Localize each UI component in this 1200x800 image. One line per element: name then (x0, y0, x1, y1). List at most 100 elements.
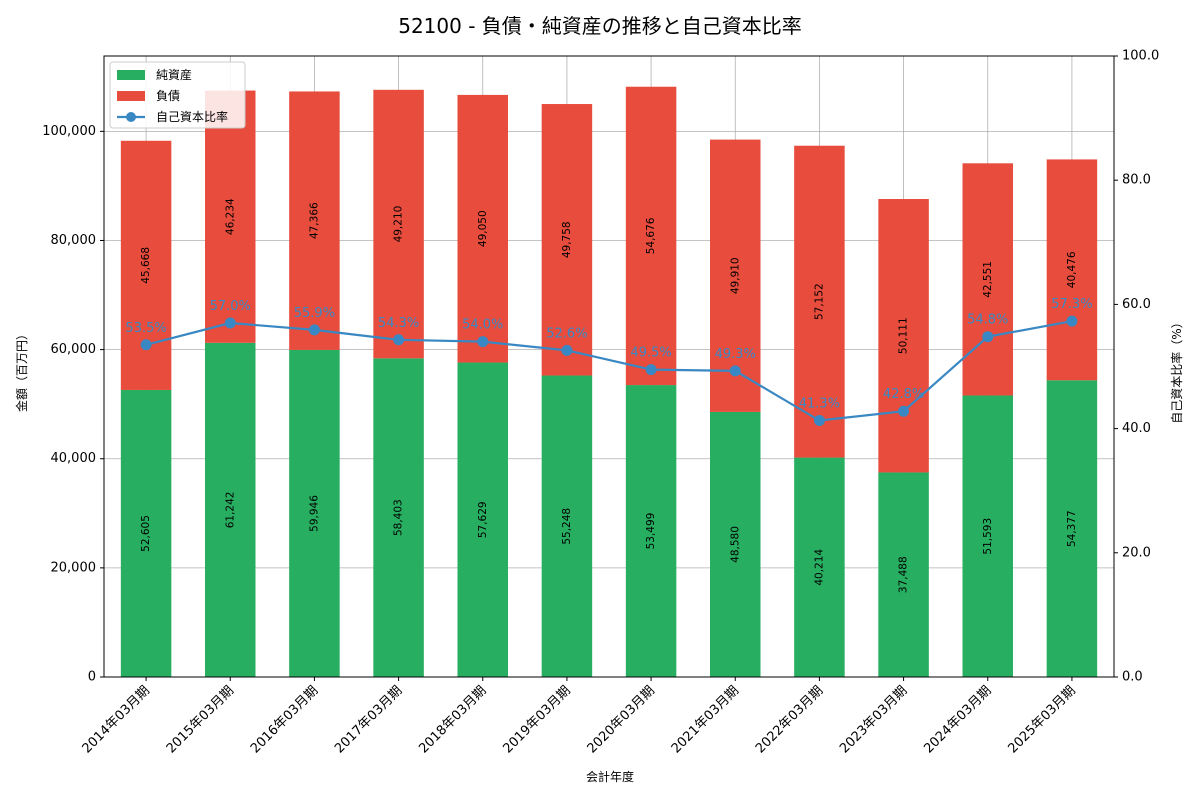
bar-liabilities (1046, 159, 1098, 381)
bar-label-liabilities: 49,758 (561, 221, 573, 258)
ratio-label: 49.5% (630, 346, 671, 361)
bar-label-equity: 48,580 (729, 526, 741, 563)
ratio-point (982, 331, 994, 343)
ratio-point (1066, 315, 1078, 327)
x-tick-label: 2017年03月期 (332, 683, 405, 756)
ratio-label: 54.0% (462, 318, 503, 333)
x-tick-label: 2018年03月期 (416, 683, 489, 756)
bar-liabilities (962, 163, 1013, 396)
bar-liabilities (205, 90, 256, 343)
x-tick-label: 2021年03月期 (669, 683, 742, 756)
bars: 52,605 45,668 61,242 46,234 59,946 47,366 58,4… (120, 86, 1098, 677)
legend-swatch-equity (117, 70, 145, 80)
bar-label-equity: 55,248 (561, 508, 573, 545)
ratio-label: 42.8% (883, 387, 924, 402)
y-tick-label: 0 (88, 670, 96, 685)
legend-label-equity: 純資産 (156, 67, 192, 82)
bar-label-liabilities: 57,152 (813, 283, 825, 320)
y-right-tick-label: 40.0 (1122, 421, 1151, 436)
bar-label-liabilities: 46,234 (224, 198, 236, 235)
x-tick-label: 2019年03月期 (500, 683, 573, 756)
bar-label-equity: 51,593 (982, 518, 994, 555)
x-tick-label: 2022年03月期 (753, 683, 826, 756)
ratio-point (898, 405, 910, 417)
bar-label-liabilities: 49,210 (393, 206, 405, 243)
bar-equity (205, 342, 256, 677)
y-tick-label: 80,000 (51, 233, 97, 248)
ratio-point (140, 339, 152, 351)
bar-label-equity: 53,499 (645, 513, 657, 550)
ratio-point (224, 317, 236, 329)
bar-liabilities (625, 86, 677, 386)
bar-equity (541, 375, 593, 677)
bar-label-equity: 40,214 (813, 549, 825, 586)
x-tick-label: 2015年03月期 (164, 683, 237, 756)
bar-label-equity: 58,403 (393, 499, 405, 536)
y-right-tick-label: 60.0 (1122, 297, 1151, 312)
bar-equity (120, 389, 172, 677)
bar-label-liabilities: 50,111 (898, 317, 910, 354)
y-tick-label: 40,000 (51, 451, 97, 466)
bar-liabilities (457, 94, 508, 363)
bar-label-liabilities: 47,366 (308, 202, 320, 239)
ratio-label: 53.5% (125, 321, 166, 336)
x-tick-label: 2025年03月期 (1005, 683, 1078, 756)
y-right-tick-label: 100.0 (1122, 49, 1159, 64)
x-tick-label: 2024年03月期 (921, 683, 994, 756)
x-tick-label: 2014年03月期 (80, 683, 153, 756)
bar-equity (289, 349, 340, 677)
legend-label-liabilities: 負債 (156, 88, 180, 103)
ratio-label: 54.8% (967, 313, 1008, 328)
ratio-label: 52.6% (546, 326, 587, 341)
y-right-tick-label: 0.0 (1122, 670, 1143, 685)
ratio-point (561, 344, 573, 356)
bar-label-equity: 37,488 (898, 556, 910, 593)
ratio-point (308, 324, 320, 336)
y-tick-label: 20,000 (51, 560, 97, 575)
bar-label-liabilities: 45,668 (140, 247, 152, 284)
ratio-label: 57.3% (1051, 297, 1092, 312)
plot-border (103, 55, 1115, 678)
ratio-label: 41.3% (799, 397, 840, 412)
ratio-label: 49.3% (715, 347, 756, 362)
y-tick-label: 60,000 (51, 342, 97, 357)
bar-liabilities (878, 199, 929, 473)
legend-swatch-liabilities (117, 91, 145, 101)
bar-label-equity: 54,377 (1066, 510, 1078, 547)
chart-title: 52100 - 負債・純資産の推移と自己資本比率 (398, 14, 802, 38)
bar-equity (962, 395, 1013, 677)
y-right-tick-label: 80.0 (1122, 173, 1151, 188)
ratio-label: 55.9% (294, 306, 335, 321)
bar-equity (710, 411, 761, 677)
y-axis-right-label: 自己資本比率（%） (1169, 316, 1184, 423)
bar-equity (373, 358, 424, 677)
bar-label-liabilities: 54,676 (645, 217, 657, 254)
y-right-tick-label: 20.0 (1122, 545, 1151, 560)
ratio-point (729, 365, 741, 377)
bar-label-equity: 57,629 (477, 501, 489, 538)
bar-label-liabilities: 49,050 (477, 210, 489, 247)
ratio-label: 57.0% (210, 299, 251, 314)
bar-liabilities (794, 145, 845, 458)
bar-equity (878, 472, 929, 677)
bar-equity (794, 457, 845, 677)
x-tick-label: 2016年03月期 (248, 683, 321, 756)
bar-equity (1046, 380, 1098, 677)
ratio-label: 54.3% (378, 316, 419, 331)
bar-label-liabilities: 42,551 (982, 261, 994, 298)
ratio-point (477, 336, 489, 348)
y-axis-label: 金額（百万円） (14, 328, 29, 412)
bar-equity (625, 385, 677, 677)
legend-marker-ratio (126, 112, 136, 122)
bar-label-liabilities: 49,910 (729, 257, 741, 294)
bar-equity (457, 362, 508, 677)
ratio-point (393, 334, 405, 346)
ratio-line: 53.5% 57.0% 55.9% 54.3% 54.0% 52.6% 49.5% 49.3%… (125, 297, 1093, 427)
ratio-point (813, 415, 825, 427)
x-axis-label: 会計年度 (586, 769, 634, 784)
bar-liabilities (289, 91, 340, 350)
x-tick-label: 2023年03月期 (837, 683, 910, 756)
bar-label-liabilities: 40,476 (1066, 251, 1078, 288)
